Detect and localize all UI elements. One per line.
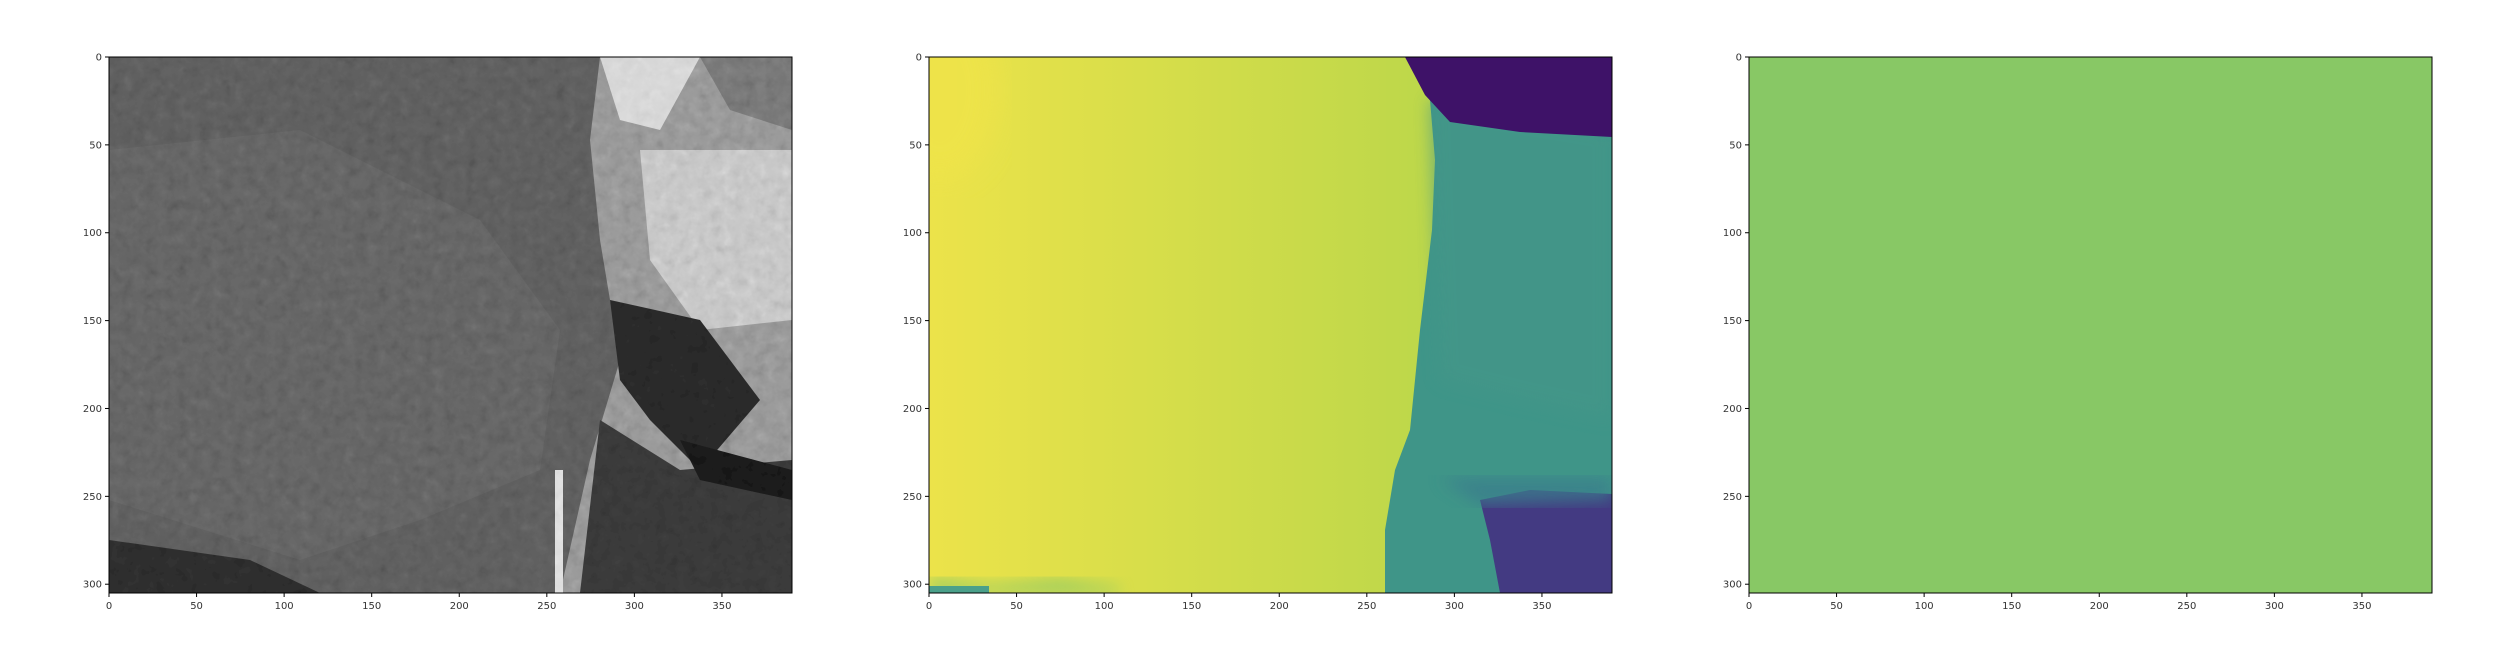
axes-frame-right <box>1748 56 2433 594</box>
x-tick-label: 50 <box>1830 601 1843 612</box>
y-tick-label: 50 <box>1729 140 1742 151</box>
x-tick-label: 200 <box>450 601 469 612</box>
x-tick-label: 250 <box>1357 601 1376 612</box>
y-tick-label: 150 <box>83 316 102 327</box>
y-tick-label: 150 <box>1723 316 1742 327</box>
y-tick-label: 200 <box>903 404 922 415</box>
axes-frame-middle <box>928 56 1613 594</box>
axes-frame-left <box>108 56 793 594</box>
y-tick-label: 250 <box>903 492 922 503</box>
viridis-image <box>929 57 1612 593</box>
heatmap-panel-left: 0 50 100 150 200 250 300 350 0 50 100 150 200 250 300 <box>83 53 793 613</box>
ticks-middle: 0 50 100 150 200 250 300 350 0 50 100 150 200 250 300 <box>903 53 1552 613</box>
x-tick-label: 350 <box>1532 601 1551 612</box>
y-tick-label: 200 <box>83 404 102 415</box>
y-tick-label: 200 <box>1723 404 1742 415</box>
y-tick-label: 300 <box>1723 580 1742 591</box>
x-tick-label: 0 <box>1746 601 1752 612</box>
y-tick-label: 50 <box>909 140 922 151</box>
y-tick-label: 100 <box>83 228 102 239</box>
y-tick-label: 0 <box>916 53 922 64</box>
region-violet-bottom <box>1480 490 1612 593</box>
y-tick-label: 0 <box>1736 53 1742 64</box>
grayscale-image <box>109 57 792 593</box>
x-tick-label: 150 <box>2002 601 2021 612</box>
x-tick-label: 350 <box>2352 601 2371 612</box>
x-tick-label: 300 <box>625 601 644 612</box>
x-tick-label: 100 <box>1095 601 1114 612</box>
heatmap-panel-middle: 0 50 100 150 200 250 300 350 0 50 100 150 200 250 300 <box>903 53 1613 613</box>
y-tick-label: 50 <box>89 140 102 151</box>
x-tick-label: 350 <box>712 601 731 612</box>
ticks-right: 0 50 100 150 200 250 300 350 0 50 100 150 200 250 300 <box>1723 53 2372 613</box>
x-tick-label: 200 <box>2090 601 2109 612</box>
x-tick-label: 50 <box>1010 601 1023 612</box>
heatmap-panel-right: 0 50 100 150 200 250 300 350 0 50 100 150 200 250 300 <box>1723 53 2433 613</box>
y-tick-label: 250 <box>1723 492 1742 503</box>
y-tick-label: 100 <box>1723 228 1742 239</box>
y-tick-label: 300 <box>903 580 922 591</box>
region-yellow <box>929 57 1435 593</box>
x-tick-label: 0 <box>926 601 932 612</box>
uniform-image <box>1749 57 2432 593</box>
region-purple-top <box>1405 57 1612 137</box>
x-tick-label: 250 <box>2177 601 2196 612</box>
y-tick-label: 150 <box>903 316 922 327</box>
x-tick-label: 150 <box>1182 601 1201 612</box>
x-tick-label: 300 <box>1445 601 1464 612</box>
x-tick-label: 300 <box>2265 601 2284 612</box>
x-tick-label: 50 <box>190 601 203 612</box>
y-tick-label: 300 <box>83 580 102 591</box>
x-tick-label: 250 <box>537 601 556 612</box>
x-tick-label: 150 <box>362 601 381 612</box>
y-tick-label: 100 <box>903 228 922 239</box>
x-tick-label: 200 <box>1270 601 1289 612</box>
x-tick-label: 0 <box>106 601 112 612</box>
x-tick-label: 100 <box>1915 601 1934 612</box>
y-tick-label: 0 <box>96 53 102 64</box>
x-tick-label: 100 <box>275 601 294 612</box>
ticks-left: 0 50 100 150 200 250 300 350 0 50 100 150 200 250 300 <box>83 53 732 613</box>
y-tick-label: 250 <box>83 492 102 503</box>
